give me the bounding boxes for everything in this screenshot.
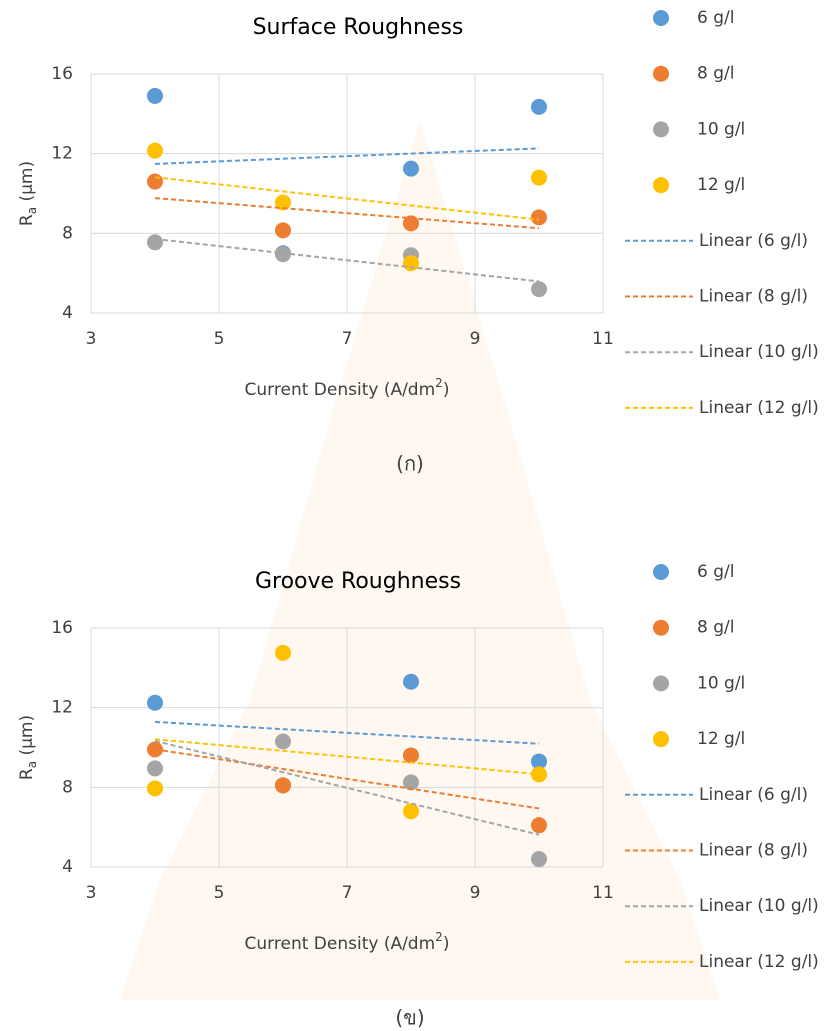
- x-tick-label: 3: [86, 883, 97, 903]
- point: [403, 674, 419, 690]
- x-tick-label: 7: [342, 329, 353, 349]
- point: [531, 170, 547, 186]
- legend-label: 12 g/l: [697, 175, 745, 195]
- x-tick-label: 7: [342, 883, 353, 903]
- point: [147, 760, 163, 776]
- legend-label: 10 g/l: [697, 673, 745, 693]
- x-axis-label-part: 2: [435, 930, 443, 944]
- x-axis-label-part: Current Density (A/dm: [245, 934, 436, 954]
- point: [275, 246, 291, 262]
- legend-marker: [653, 177, 669, 193]
- legend-label: 6 g/l: [697, 8, 734, 28]
- caption: (ก): [396, 452, 424, 476]
- y-axis-label-part: a: [25, 207, 39, 214]
- figure: Surface Roughness 4 8 12 16 3 5 7 9 11 Ra (µm) Curr…: [0, 0, 840, 1031]
- legend-marker: [653, 10, 669, 26]
- x-tick-label: 9: [470, 883, 481, 903]
- y-tick-label: 12: [51, 144, 73, 164]
- point: [531, 851, 547, 867]
- x-tick-label: 5: [214, 883, 225, 903]
- point: [147, 174, 163, 190]
- point: [147, 88, 163, 104]
- x-axis-label-part: 2: [435, 376, 443, 390]
- legend-marker: [653, 66, 669, 82]
- legend-label: 8 g/l: [697, 618, 734, 638]
- x-tick-label: 11: [592, 883, 614, 903]
- point: [275, 734, 291, 750]
- x-tick-label: 9: [470, 329, 481, 349]
- legend-label: Linear (10 g/l): [699, 342, 819, 362]
- legend-marker: [653, 564, 669, 580]
- y-tick-label: 4: [62, 303, 73, 323]
- legend-label: 10 g/l: [697, 119, 745, 139]
- point: [403, 255, 419, 271]
- y-axis-label: Ra (µm): [17, 161, 39, 226]
- y-tick-label: 4: [62, 857, 73, 877]
- point: [275, 645, 291, 661]
- point: [147, 143, 163, 159]
- x-tick-label: 3: [86, 329, 97, 349]
- legend-marker: [653, 731, 669, 747]
- x-axis-label-part: Current Density (A/dm: [245, 380, 436, 400]
- watermark: [120, 120, 720, 1000]
- legend-label: Linear (6 g/l): [699, 785, 808, 805]
- point: [531, 281, 547, 297]
- x-tick-label: 11: [592, 329, 614, 349]
- point: [531, 817, 547, 833]
- y-tick-label: 16: [51, 618, 73, 638]
- x-axis-label-part: ): [443, 380, 450, 400]
- x-tick-label: 5: [214, 329, 225, 349]
- point: [147, 780, 163, 796]
- legend-label: Linear (12 g/l): [699, 952, 819, 972]
- legend-label: 8 g/l: [697, 64, 734, 84]
- point: [531, 99, 547, 115]
- legend-marker: [653, 620, 669, 636]
- y-axis-label-part: (µm): [17, 715, 37, 761]
- y-axis-label: Ra (µm): [17, 715, 39, 780]
- y-tick-label: 16: [51, 64, 73, 84]
- y-axis-label-part: a: [25, 761, 39, 768]
- legend-label: Linear (10 g/l): [699, 896, 819, 916]
- caption: (ข): [395, 1006, 424, 1030]
- legend-marker: [653, 121, 669, 137]
- chart-title: Surface Roughness: [253, 15, 464, 40]
- point: [147, 695, 163, 711]
- y-axis-label-part: (µm): [17, 161, 37, 207]
- point: [275, 777, 291, 793]
- y-axis-label-part: R: [17, 214, 37, 226]
- chart-title: Groove Roughness: [255, 569, 461, 594]
- point: [531, 209, 547, 225]
- legend-label: Linear (8 g/l): [699, 287, 808, 307]
- legend-label: 6 g/l: [697, 562, 734, 582]
- point: [403, 803, 419, 819]
- legend-label: 12 g/l: [697, 729, 745, 749]
- y-tick-label: 12: [51, 698, 73, 718]
- x-axis-label: Current Density (A/dm2): [245, 376, 450, 401]
- y-axis-label-part: R: [17, 768, 37, 780]
- legend-label: Linear (6 g/l): [699, 231, 808, 251]
- point: [403, 161, 419, 177]
- point: [275, 222, 291, 238]
- y-tick-label: 8: [62, 777, 73, 797]
- legend-label: Linear (12 g/l): [699, 398, 819, 418]
- point: [147, 234, 163, 250]
- y-tick-label: 8: [62, 223, 73, 243]
- x-axis-label: Current Density (A/dm2): [245, 930, 450, 955]
- legend-label: Linear (8 g/l): [699, 841, 808, 861]
- legend-marker: [653, 675, 669, 691]
- x-axis-label-part: ): [443, 934, 450, 954]
